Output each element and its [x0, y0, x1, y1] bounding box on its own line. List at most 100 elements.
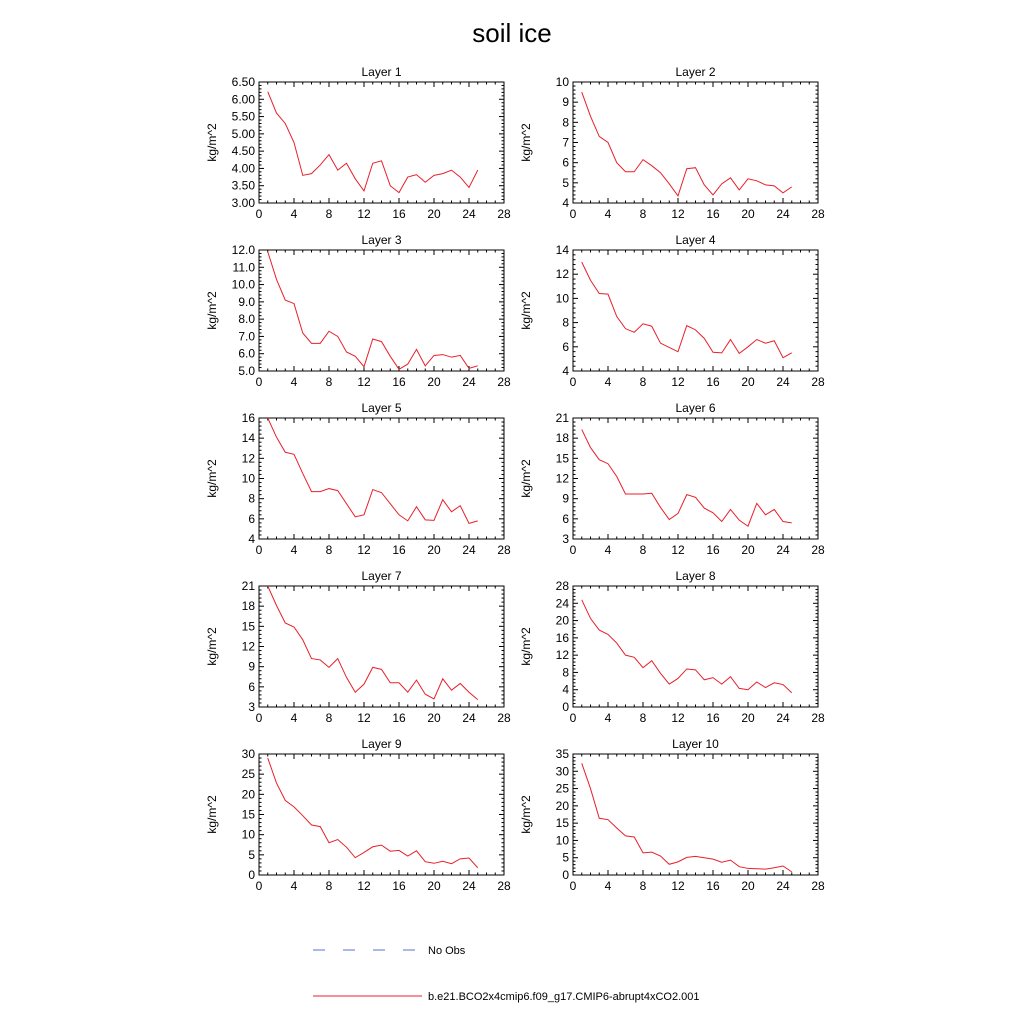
layer-8-ytick-label: 12	[556, 648, 570, 662]
layer-5-ylabel: kg/m^2	[205, 459, 219, 498]
layer-10-ytick-label: 20	[556, 799, 570, 813]
layer-10-ytick-label: 10	[556, 833, 570, 847]
layer-9-frame	[258, 753, 505, 876]
layer-7-xtick-label: 12	[357, 711, 371, 725]
layer-3-ytick-label: 5.0	[238, 364, 255, 378]
layer-5-xtick-label: 24	[462, 543, 476, 557]
layer-5-ytick-label: 12	[242, 451, 256, 465]
layer-3-xtick-label: 24	[462, 375, 476, 389]
layer-7-ylabel: kg/m^2	[205, 627, 219, 666]
layer-8-ytick-label: 4	[562, 683, 569, 697]
layer-1-xtick-label: 0	[256, 207, 263, 221]
layer-1-ytick-label: 6.00	[232, 92, 256, 106]
layer-8-xtick-label: 12	[671, 711, 685, 725]
layer-2-frame	[572, 81, 819, 204]
layer-7-xtick-label: 24	[462, 711, 476, 725]
layer-8-xtick-label: 8	[640, 711, 647, 725]
layer-5-xtick-label: 28	[497, 543, 511, 557]
layer-4-frame	[572, 249, 819, 372]
layer-7-ytick-label: 21	[242, 579, 256, 593]
layer-9-ytick-label: 0	[248, 868, 255, 882]
layer-7-series-line	[267, 585, 479, 700]
layer-1-xtick-label: 4	[291, 207, 298, 221]
layer-7-ytick-label: 12	[242, 640, 256, 654]
layer-3-ytick-label: 11.0	[233, 260, 256, 274]
layer-6-frame	[572, 417, 819, 540]
layer-10-frame	[572, 753, 819, 876]
layer-7-xtick-label: 28	[497, 711, 511, 725]
layer-10-xtick-label: 16	[706, 879, 720, 893]
layer-2-xtick-label: 28	[811, 207, 825, 221]
layer-2-ytick-label: 5	[562, 176, 569, 190]
panel-layer-7: Layer 7 0 4 8 12 16 20 24 28 3 6 9 12 15 18 21 kg/m^2	[205, 569, 511, 725]
layer-4-xtick-label: 20	[741, 375, 755, 389]
layer-7-ytick-label: 6	[248, 680, 255, 694]
layer-9-xtick-label: 12	[357, 879, 371, 893]
layer-2-xtick-label: 16	[706, 207, 720, 221]
legend-label-no-obs: No Obs	[428, 945, 466, 957]
layer-1-series-line	[267, 91, 479, 194]
layer-7-title: Layer 7	[361, 569, 401, 583]
layer-8-ytick-label: 24	[556, 596, 570, 610]
layer-5-ytick-label: 10	[242, 472, 256, 486]
layer-8-xtick-label: 24	[776, 711, 790, 725]
layer-8-ytick-label: 28	[556, 579, 570, 593]
layer-9-xtick-label: 16	[392, 879, 406, 893]
layer-3-series-line	[267, 251, 478, 370]
layer-2-xtick-label: 4	[605, 207, 612, 221]
layer-10-ytick-label: 15	[556, 816, 570, 830]
layer-4-ytick-label: 6	[562, 340, 569, 354]
layer-4-ylabel: kg/m^2	[519, 291, 533, 330]
layer-1-xtick-label: 24	[462, 207, 476, 221]
layer-5-ytick-label: 14	[242, 431, 256, 445]
panel-layer-1: Layer 1 0 4 8 12 16 20 24 28 3.00 3.50 4.00 4.50 5.00…	[205, 65, 511, 221]
layer-3-ytick-label: 7.0	[238, 329, 255, 343]
layer-3-title: Layer 3	[361, 233, 401, 247]
layer-4-ytick-label: 14	[556, 243, 570, 257]
layer-9-series-line	[267, 757, 479, 869]
layer-6-ytick-label: 12	[556, 472, 570, 486]
layer-1-title: Layer 1	[361, 65, 401, 79]
layer-1-ytick-label: 3.50	[232, 179, 256, 193]
layer-2-ylabel: kg/m^2	[519, 123, 533, 162]
layer-1-ytick-label: 5.00	[232, 127, 256, 141]
layer-7-ytick-label: 3	[248, 700, 255, 714]
layer-6-xtick-label: 16	[706, 543, 720, 557]
layer-10-ytick-label: 30	[556, 764, 570, 778]
layer-7-xtick-label: 20	[427, 711, 441, 725]
layer-1-xtick-label: 20	[427, 207, 441, 221]
layer-9-xtick-label: 28	[497, 879, 511, 893]
layer-7-ytick-label: 18	[242, 599, 256, 613]
legend: No Obs b.e21.BCO2x4cmip6.f09_g17.CMIP6-a…	[313, 945, 700, 1003]
panel-layer-9: Layer 9 0 4 8 12 16 20 24 28 0 5 10 15 20 25 30 kg/m^2	[205, 737, 511, 893]
layer-6-xtick-label: 24	[776, 543, 790, 557]
layer-7-xtick-label: 16	[392, 711, 406, 725]
layer-8-ytick-label: 20	[556, 614, 570, 628]
layer-5-ytick-label: 4	[248, 532, 255, 546]
layer-4-xtick-label: 24	[776, 375, 790, 389]
layer-5-xtick-label: 20	[427, 543, 441, 557]
layer-3-ytick-label: 10.0	[232, 278, 256, 292]
layer-2-xtick-label: 12	[671, 207, 685, 221]
layer-3-ylabel: kg/m^2	[205, 291, 219, 330]
layer-7-frame	[258, 585, 505, 708]
layer-10-ylabel: kg/m^2	[519, 795, 533, 834]
layer-1-xtick-label: 28	[497, 207, 511, 221]
layer-1-ytick-label: 5.50	[232, 110, 256, 124]
layer-4-xtick-label: 4	[605, 375, 612, 389]
layer-4-series-line	[581, 261, 792, 359]
layer-8-ytick-label: 8	[562, 665, 569, 679]
layer-3-xtick-label: 0	[256, 375, 263, 389]
layer-8-xtick-label: 16	[706, 711, 720, 725]
layer-1-ytick-label: 6.50	[232, 75, 256, 89]
layer-7-ytick-label: 9	[248, 660, 255, 674]
layer-6-xtick-label: 28	[811, 543, 825, 557]
layer-9-xtick-label: 4	[291, 879, 298, 893]
layer-9-ytick-label: 10	[242, 828, 256, 842]
layer-4-ytick-label: 4	[562, 364, 569, 378]
layer-8-xtick-label: 20	[741, 711, 755, 725]
layer-1-xtick-label: 8	[326, 207, 333, 221]
layer-5-series-line	[267, 417, 478, 524]
layer-6-xtick-label: 20	[741, 543, 755, 557]
